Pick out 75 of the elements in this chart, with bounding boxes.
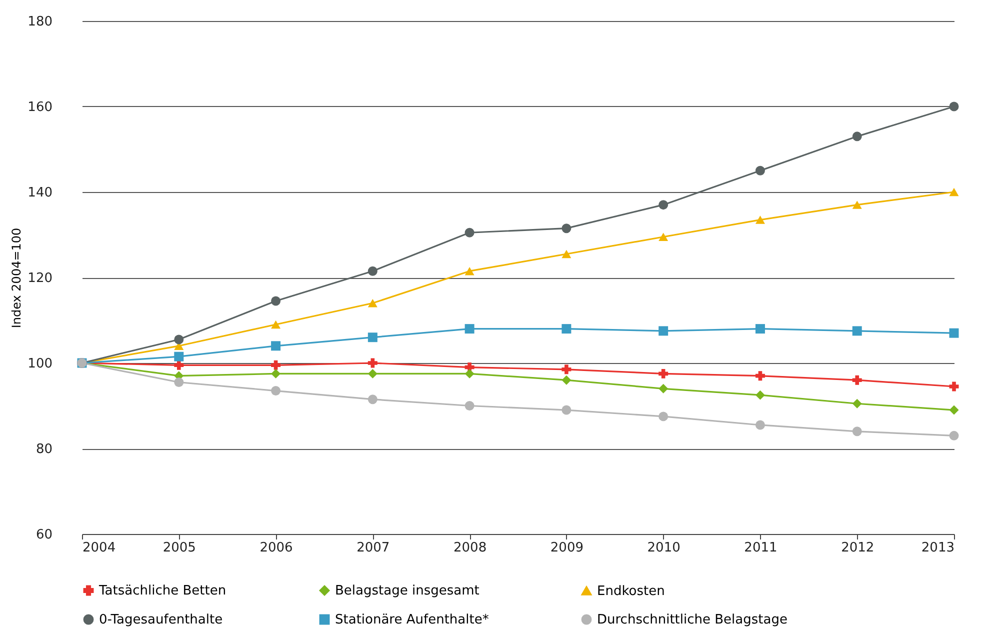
- point: [852, 426, 862, 436]
- x-tick-label: 2011: [744, 540, 778, 556]
- y-tick-label: 180: [28, 14, 52, 30]
- point: [658, 368, 668, 378]
- point: [174, 334, 184, 344]
- point: [271, 341, 281, 351]
- y-tick-label: 60: [36, 528, 52, 542]
- point: [949, 405, 959, 415]
- point: [368, 394, 378, 404]
- point: [755, 216, 765, 224]
- legend-label: Stationäre Aufenthalte*: [335, 612, 490, 628]
- legend-label: Durchschnittliche Belagstage: [597, 612, 788, 628]
- point: [271, 320, 281, 329]
- point: [174, 378, 184, 387]
- point: [949, 430, 959, 440]
- point: [562, 364, 572, 374]
- point: [658, 326, 668, 336]
- y-tick-label: 120: [28, 271, 52, 286]
- point: [755, 166, 765, 176]
- point: [562, 375, 572, 385]
- point: [271, 296, 281, 306]
- legend-label: 0-Tagesaufenthalte: [99, 612, 223, 628]
- point: [174, 360, 184, 370]
- point: [755, 420, 765, 430]
- point: [464, 266, 474, 276]
- point: [562, 405, 572, 415]
- point: [852, 375, 862, 385]
- point: [949, 382, 959, 392]
- point: [755, 371, 765, 381]
- point: [852, 200, 862, 209]
- point: [271, 368, 281, 378]
- y-axis-title: Index 2004=100: [10, 228, 24, 328]
- point: [852, 398, 862, 408]
- y-tick-label: 160: [28, 100, 52, 115]
- point: [949, 328, 959, 338]
- y-tick-label: 100: [28, 356, 52, 372]
- point: [464, 368, 474, 378]
- point: [368, 358, 378, 368]
- point: [852, 132, 862, 142]
- x-tick-label: 2009: [550, 540, 584, 556]
- point: [464, 324, 474, 334]
- y-tick-label: 140: [28, 186, 52, 200]
- point: [368, 332, 378, 342]
- point: [562, 224, 572, 234]
- x-tick-label: 2013: [921, 540, 954, 556]
- point: [755, 324, 765, 334]
- point: [658, 384, 668, 394]
- point: [562, 250, 572, 258]
- x-tick-label: 2010: [647, 540, 680, 556]
- legend-label: Tatsächliche Betten: [98, 584, 226, 599]
- legend-label: Endkosten: [597, 584, 665, 599]
- x-tick-label: 2008: [454, 540, 487, 556]
- x-tick-label: 2012: [841, 540, 874, 556]
- y-tick-label: 80: [36, 442, 52, 457]
- point: [368, 368, 378, 378]
- point: [658, 412, 668, 422]
- point: [949, 188, 959, 196]
- x-tick-label: 2005: [162, 540, 196, 556]
- point: [755, 390, 765, 400]
- legend-label: Belagstage insgesamt: [335, 584, 480, 599]
- point: [271, 386, 281, 396]
- point: [658, 200, 668, 210]
- x-tick-label: 2006: [260, 540, 293, 556]
- x-tick-label: 2007: [356, 540, 390, 556]
- point: [658, 232, 668, 241]
- point: [464, 228, 474, 238]
- point: [174, 352, 184, 362]
- x-tick-label: 2004: [82, 540, 116, 556]
- point: [271, 360, 281, 370]
- point: [949, 102, 959, 112]
- point: [562, 324, 572, 334]
- point: [368, 266, 378, 276]
- point: [852, 326, 862, 336]
- point: [368, 299, 378, 308]
- point: [464, 401, 474, 410]
